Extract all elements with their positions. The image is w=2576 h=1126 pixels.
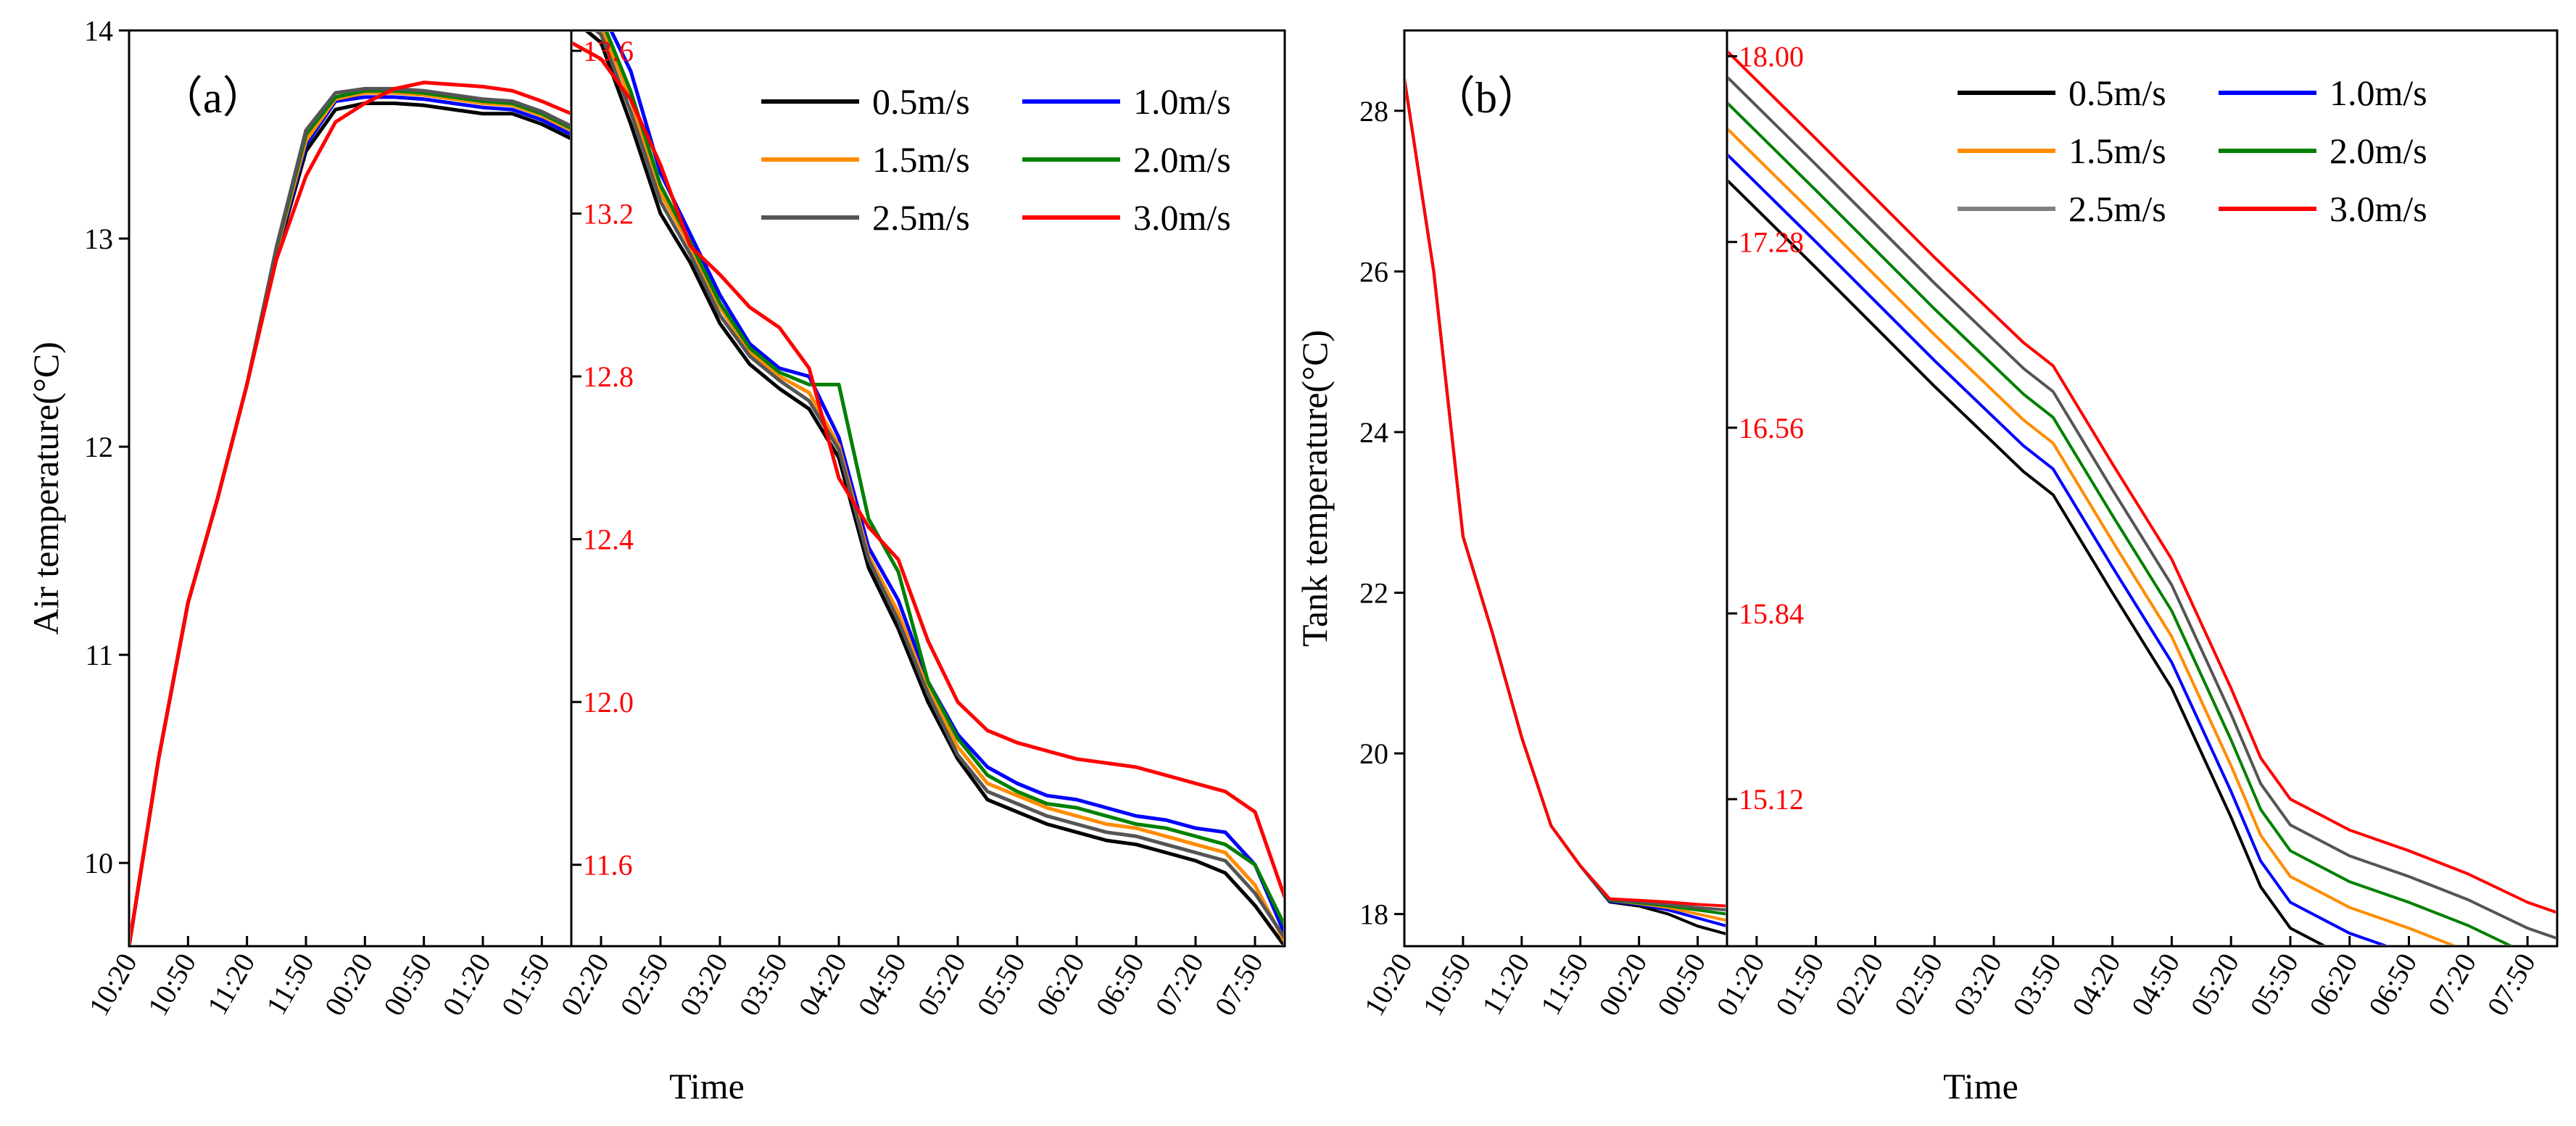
legend: 0.5m/s 1.0m/s 1.5m/s 2.0m/s 2.5m/s 3.0m/s (1958, 73, 2427, 229)
series-line-0-5m-s (1728, 179, 2326, 945)
plot-frame (1403, 29, 2559, 948)
right_segment-series (573, 32, 1283, 945)
y-tick-label: 11.6 (583, 849, 633, 882)
y-tick-label: 13.6 (583, 35, 634, 67)
y-tick-label: 11 (85, 639, 113, 671)
y-tick-label: 13.2 (583, 198, 634, 231)
series-line-1-5m-s (1728, 128, 2456, 945)
y-axis-title: Air temperature(°C) (25, 341, 66, 635)
series-line-3-0m-s (1406, 78, 1726, 908)
legend-label: 2.5m/s (872, 197, 970, 238)
legend-label: 1.5m/s (872, 139, 970, 180)
y-tick-label: 12.4 (583, 523, 634, 556)
y-tick-label: 12 (84, 431, 113, 463)
y-tick-label: 22 (1359, 577, 1388, 610)
y-tick-label: 16.56 (1739, 412, 1804, 444)
y-tick-label: 14 (84, 15, 113, 47)
legend-label: 2.0m/s (1133, 139, 1231, 180)
y-tick-label: 10 (84, 847, 113, 879)
legend-label: 3.0m/s (1133, 197, 1231, 238)
panel-label: （a） (160, 74, 266, 122)
y-tick-label: 15.12 (1739, 783, 1804, 816)
series-line-2-5m-s (1728, 76, 2556, 940)
y-tick-label: 18 (1359, 898, 1388, 931)
panel-label: （b） (1432, 74, 1541, 122)
legend-label: 3.0m/s (2329, 189, 2427, 229)
y-tick-label: 12.0 (583, 686, 634, 719)
series-line-3-0m-s (131, 80, 570, 945)
series-line-0-5m-s (584, 32, 1283, 945)
legend-label: 0.5m/s (872, 81, 970, 122)
x-axis-title: Time (669, 1066, 745, 1106)
series-line-2-5m-s (595, 32, 1283, 940)
y-tick-label: 18.00 (1739, 41, 1804, 73)
legend: 0.5m/s 1.0m/s 1.5m/s 2.0m/s 2.5m/s 3.0m/s (761, 81, 1231, 238)
y-tick-label: 26 (1359, 255, 1388, 288)
legend-label: 0.5m/s (2068, 73, 2166, 113)
right_segment-series (1728, 50, 2556, 945)
series-line-1-0m-s (1728, 153, 2387, 945)
series-line-3-0m-s (1728, 50, 2556, 914)
legend-label: 2.5m/s (2068, 189, 2166, 229)
left_segment-series (1406, 78, 1726, 935)
legend-label: 1.0m/s (1133, 81, 1231, 122)
y-tick-label: 28 (1359, 95, 1388, 128)
series-line-3-0m-s (573, 41, 1283, 898)
left_segment-series (131, 80, 570, 945)
y-axis-title: Tank temperature(°C) (1294, 330, 1335, 647)
y-tick-label: 17.28 (1739, 226, 1804, 259)
y-tick-label: 15.84 (1739, 597, 1804, 630)
y-tick-label: 20 (1359, 737, 1388, 770)
legend-label: 1.0m/s (2329, 73, 2427, 113)
y-tick-label: 13 (84, 223, 113, 255)
series-line-2-0m-s (1728, 102, 2512, 945)
plot-frame (128, 29, 1286, 948)
x-axis-title: Time (1943, 1066, 2018, 1106)
legend-label: 1.5m/s (2068, 131, 2166, 171)
y-tick-label: 24 (1359, 416, 1388, 449)
legend-label: 2.0m/s (2329, 131, 2427, 171)
y-tick-label: 12.8 (583, 360, 634, 393)
